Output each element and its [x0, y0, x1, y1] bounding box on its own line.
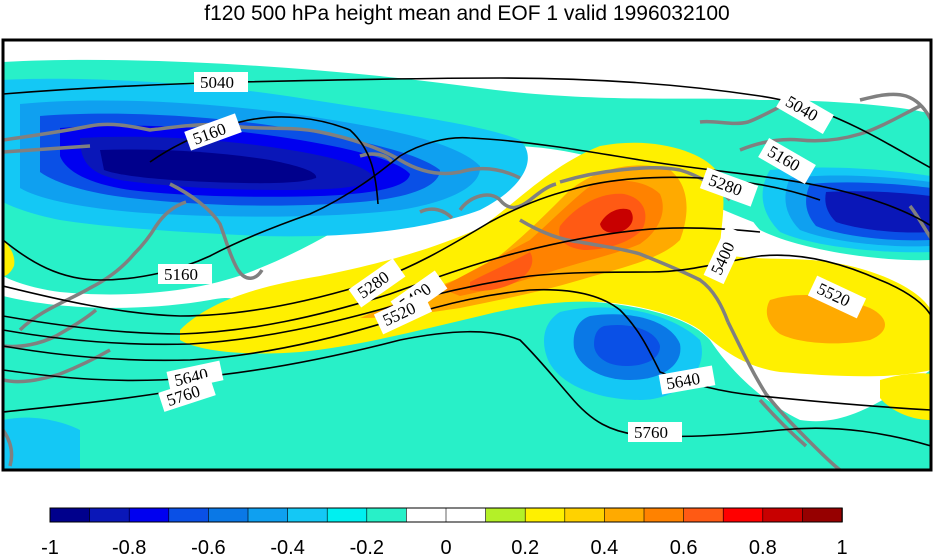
colorbar-cell — [485, 507, 527, 523]
colorbar-cell — [762, 507, 804, 523]
colorbar-cell — [643, 507, 685, 523]
colorbar-cells — [49, 507, 843, 523]
colorbar-tick-label: -0.2 — [349, 537, 385, 559]
colorbar-tick-label: -0.8 — [111, 537, 147, 559]
colorbar-cell — [326, 507, 368, 523]
colorbar-frame — [49, 507, 843, 523]
colorbar-cell — [49, 507, 91, 523]
colorbar-tick-label: 0 — [440, 537, 452, 559]
map-area: 5040 5040 5160 5160 5160 5280 5280 5400 … — [3, 40, 931, 470]
colorbar-tick-label: 0.2 — [511, 537, 540, 559]
contour-label: 5160 — [164, 265, 198, 284]
colorbar-cell — [683, 507, 724, 523]
colorbar-cell — [564, 507, 606, 523]
colorbar-tick-label: 0.8 — [748, 537, 777, 559]
plot-frame — [1, 38, 933, 472]
colorbar-tick-label: -0.4 — [270, 537, 305, 559]
colorbar-cell — [89, 507, 130, 523]
colorbar-cell — [802, 507, 843, 523]
colorbar-cell — [722, 507, 764, 523]
colorbar-cell — [128, 507, 170, 523]
colorbar-cell — [406, 507, 447, 523]
colorbar-cell — [287, 507, 329, 523]
colorbar-cell — [208, 507, 249, 523]
colorbar-tick-label: -0.6 — [191, 537, 226, 559]
colorbar-cell — [524, 507, 566, 523]
contour-labels: 5040 5040 5160 5160 5160 5280 5280 5400 … — [158, 72, 867, 442]
colorbar-cell — [366, 507, 408, 523]
contour-label: 5760 — [634, 423, 668, 442]
colorbar-cell — [445, 507, 487, 523]
contour-label: 5040 — [200, 73, 234, 92]
colorbar-tick-label: 0.4 — [590, 537, 619, 559]
colorbar-tick-label: 1 — [836, 537, 848, 559]
anomaly-fill-negative — [3, 59, 931, 470]
anomaly-fill-positive — [3, 142, 931, 420]
colorbar-cell — [168, 507, 210, 523]
colorbar-tick-label: 0.6 — [669, 537, 698, 559]
chart-title: f120 500 hPa height mean and EOF 1 valid… — [204, 2, 730, 25]
colorbar-tick-label: -1 — [41, 537, 59, 559]
land-outline — [3, 92, 931, 470]
colorbar-cell — [247, 507, 289, 523]
height-contours — [3, 77, 931, 447]
colorbar-cell — [604, 507, 645, 523]
